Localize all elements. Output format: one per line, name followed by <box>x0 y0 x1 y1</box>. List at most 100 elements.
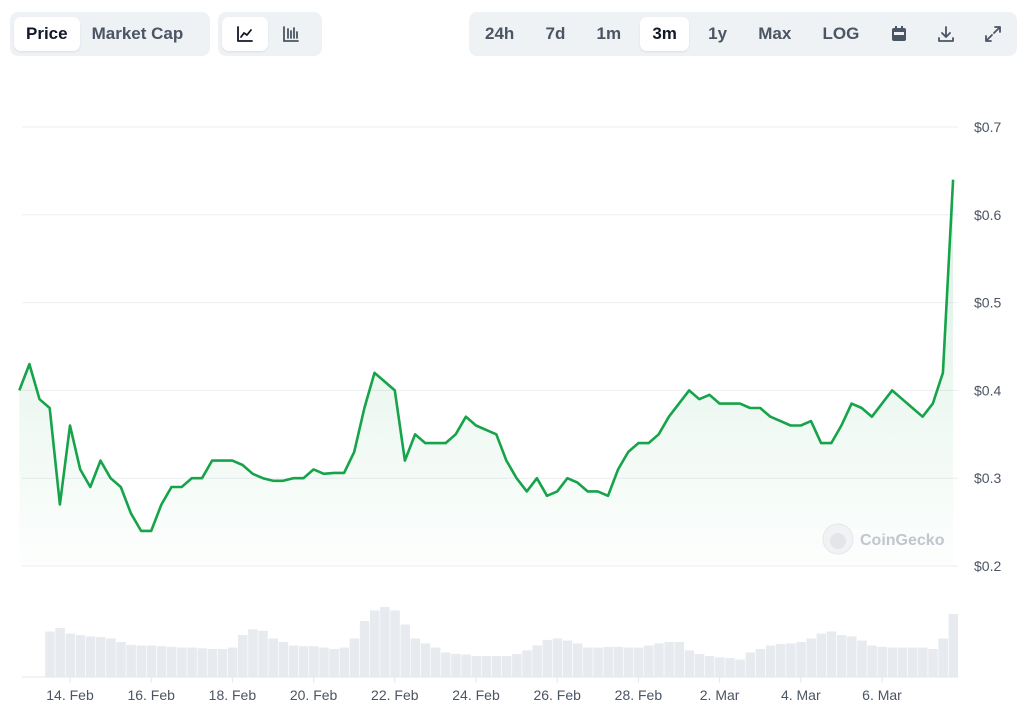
y-tick-label: $0.5 <box>974 295 1001 311</box>
volume-bar <box>441 652 451 677</box>
volume-bar <box>948 614 959 677</box>
volume-bar <box>633 647 644 677</box>
volume-bar <box>278 642 289 677</box>
volume-bar <box>623 647 634 677</box>
volume-bar <box>552 638 563 677</box>
y-tick-label: $0.6 <box>974 207 1001 223</box>
tab-price[interactable]: Price <box>14 17 80 51</box>
x-tick-label: 2. Mar <box>700 687 740 703</box>
volume-bar <box>268 638 278 677</box>
tab-market-cap[interactable]: Market Cap <box>91 24 184 43</box>
volume-bar <box>897 647 908 677</box>
volume-bar <box>95 637 106 677</box>
volume-bar <box>928 649 938 677</box>
volume-bar <box>410 638 421 677</box>
volume-bar <box>877 646 887 677</box>
date-range-button[interactable] <box>879 17 919 51</box>
y-tick-label: $0.3 <box>974 470 1001 486</box>
x-tick-label: 22. Feb <box>371 687 419 703</box>
volume-bar <box>745 652 756 677</box>
volume-bar <box>370 610 380 677</box>
volume-bar <box>887 647 898 677</box>
volume-bar <box>542 639 553 677</box>
x-tick-label: 4. Mar <box>781 687 821 703</box>
range-24h[interactable]: 24h <box>485 24 515 43</box>
volume-bar <box>593 647 603 677</box>
volume-bar <box>562 640 573 677</box>
x-tick-label: 26. Feb <box>533 687 581 703</box>
volume-bar <box>491 656 502 677</box>
line-chart-button[interactable] <box>222 17 268 51</box>
volume-bar <box>238 635 248 677</box>
volume-bar <box>867 645 877 677</box>
volume-bar <box>938 638 948 677</box>
volume-bar <box>512 653 522 677</box>
volume-bar <box>329 649 339 677</box>
volume-bar <box>319 647 329 677</box>
volume-bar <box>298 646 309 677</box>
volume-bar <box>755 649 766 677</box>
volume-bar <box>573 643 583 677</box>
volume-bar <box>288 645 299 677</box>
volume-bar <box>501 656 512 677</box>
volume-bar <box>187 647 197 677</box>
range-1m[interactable]: 1m <box>596 24 622 43</box>
volume-bars <box>22 607 959 678</box>
volume-bar <box>197 648 207 677</box>
volume-bar <box>248 629 258 677</box>
volume-bar <box>146 645 157 677</box>
volume-bar <box>461 654 471 677</box>
range-max[interactable]: Max <box>758 24 792 43</box>
x-tick-label: 24. Feb <box>452 687 500 703</box>
x-tick-label: 20. Feb <box>290 687 338 703</box>
range-toolbar: 24h 7d 1m 3m 1y Max LOG <box>469 12 1017 56</box>
volume-bar <box>715 657 725 677</box>
volume-bar <box>786 643 796 677</box>
x-tick-label: 28. Feb <box>615 687 663 703</box>
y-tick-label: $0.2 <box>974 558 1001 574</box>
metric-tabs: Price Market Cap <box>10 12 210 56</box>
coingecko-watermark: CoinGecko <box>822 523 945 555</box>
range-1y[interactable]: 1y <box>708 24 728 43</box>
volume-bar <box>704 656 715 677</box>
volume-bar <box>207 649 218 677</box>
x-tick-label: 16. Feb <box>127 687 175 703</box>
volume-bar <box>45 631 55 677</box>
expand-icon <box>985 26 1001 42</box>
volume-bar <box>217 649 228 677</box>
volume-bar <box>167 646 177 677</box>
volume-bar <box>765 645 776 677</box>
range-7d[interactable]: 7d <box>545 24 566 43</box>
volume-bar <box>847 636 857 677</box>
volume-bar <box>380 607 390 677</box>
fullscreen-button[interactable] <box>973 17 1013 51</box>
volume-bar <box>471 656 481 677</box>
volume-bar <box>390 610 400 677</box>
chart-type-toggle <box>218 12 322 56</box>
price-area-fill <box>19 179 954 566</box>
volume-bar <box>177 647 187 677</box>
volume-bar <box>522 650 532 677</box>
volume-bar <box>430 647 441 677</box>
range-3m[interactable]: 3m <box>640 17 689 51</box>
volume-bar <box>136 645 147 677</box>
download-icon <box>937 26 954 42</box>
volume-bar <box>583 647 593 677</box>
x-tick-label: 6. Mar <box>862 687 902 703</box>
volume-bar <box>918 647 928 677</box>
volume-bar <box>126 644 136 677</box>
volume-bar <box>532 645 542 677</box>
download-button[interactable] <box>926 17 966 51</box>
watermark-text: CoinGecko <box>860 532 945 549</box>
candlestick-chart-button[interactable] <box>268 17 314 51</box>
volume-bar <box>349 638 360 677</box>
volume-bar <box>816 633 827 677</box>
volume-bar <box>400 624 410 677</box>
volume-bar <box>65 633 75 677</box>
volume-bar <box>603 646 613 677</box>
volume-bar <box>654 643 664 677</box>
log-scale-toggle[interactable]: LOG <box>822 24 860 43</box>
y-axis: $0.7 $0.6 $0.5 $0.4 $0.3 $0.2 <box>974 119 1001 574</box>
volume-bar <box>359 621 370 677</box>
